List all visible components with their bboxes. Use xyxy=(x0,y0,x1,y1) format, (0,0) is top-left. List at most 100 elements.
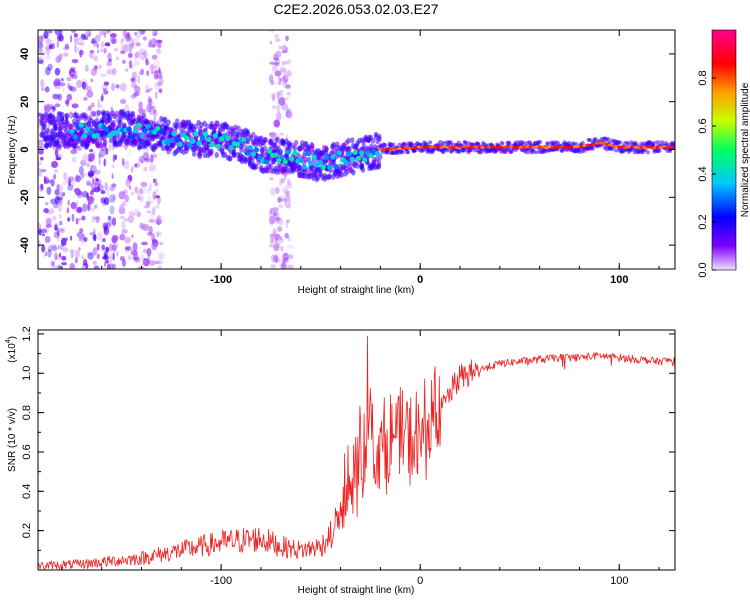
spectrogram-noise-blob xyxy=(100,190,106,195)
spectrogram-noise-blob xyxy=(113,47,118,52)
spectrogram-noise-blob xyxy=(270,80,275,86)
spectrogram-ridge-dot xyxy=(190,138,196,144)
spectrogram-halo xyxy=(214,152,219,159)
spectrogram-noise-blob xyxy=(133,207,139,214)
spectrogram-noise-blob xyxy=(71,58,79,64)
spectrogram-ridge-dot xyxy=(362,157,368,163)
spectrogram-noise-blob xyxy=(154,71,161,79)
spectrogram-ridge-dot xyxy=(152,129,158,135)
spectrogram-noise-blob xyxy=(94,66,98,70)
spectrogram-panel: -100 0 100 -40 -20 0 20 40 Height of straight l… xyxy=(7,29,676,296)
colorbar-tick-label: 0.2 xyxy=(697,214,709,229)
spectrogram-noise-blob xyxy=(75,217,82,221)
spectrogram-noise-blob xyxy=(59,220,63,226)
spectrogram-noise-blob xyxy=(130,192,135,196)
spectrogram-halo xyxy=(507,141,512,146)
spectrogram-noise-blob xyxy=(142,36,147,41)
spectrogram-noise-blob xyxy=(272,63,275,72)
spectrogram-noise-blob xyxy=(152,191,157,200)
spectrogram-noise-blob xyxy=(56,236,60,243)
spectrogram-ridge-dot xyxy=(397,147,403,150)
spectrogram-halo xyxy=(49,128,55,135)
spectrogram-ridge-dot xyxy=(78,122,84,128)
spectrogram-noise-blob xyxy=(97,99,100,109)
spectrogram-noise-blob xyxy=(97,181,100,189)
spectrogram-noise-blob xyxy=(112,234,119,242)
spectrogram-noise-blob xyxy=(286,219,291,223)
spectrogram-noise-blob xyxy=(115,84,120,89)
spectrogram-noise-blob xyxy=(85,30,89,36)
spectrogram-noise-blob xyxy=(104,259,109,264)
spectrogram-noise-blob xyxy=(55,157,62,161)
spectrogram-noise-blob xyxy=(50,209,55,215)
spectrogram-noise-blob xyxy=(46,186,52,196)
spectrogram-halo xyxy=(574,142,579,147)
spectrogram-noise-blob xyxy=(149,63,155,72)
spectrogram-noise-blob xyxy=(277,82,282,86)
spectrogram-halo xyxy=(427,140,433,145)
spectrogram-noise-blob xyxy=(106,262,111,269)
spectrogram-noise-blob xyxy=(109,186,116,192)
svg-text:(x104): (x104) xyxy=(5,336,18,363)
spectrogram-ridge-dot xyxy=(311,154,317,160)
spectrogram-noise-blob xyxy=(149,260,156,266)
spectrogram-halo xyxy=(198,149,203,156)
spectrogram-noise-blob xyxy=(98,103,103,109)
spectrogram-noise-blob xyxy=(56,55,61,63)
spectrogram-ridge-dot xyxy=(477,146,482,149)
spectrogram-noise-blob xyxy=(73,33,78,38)
spectrogram-noise-blob xyxy=(131,166,134,173)
spectrogram-noise-blob xyxy=(79,49,83,58)
spectrogram-noise-blob xyxy=(48,44,53,50)
spectrogram-noise-blob xyxy=(38,168,42,177)
spectrogram-halo xyxy=(509,149,514,154)
snr-y-tick-label: 1.0 xyxy=(21,366,33,381)
spectrogram-noise-blob xyxy=(38,222,42,231)
spectrogram-noise-blob xyxy=(150,154,154,164)
spectrogram-noise-blob xyxy=(67,183,74,191)
spectrogram-noise-blob xyxy=(143,166,148,172)
spectrogram-noise-blob xyxy=(269,236,274,245)
spectrogram-noise-blob xyxy=(139,52,146,61)
spectrogram-noise-blob xyxy=(152,206,156,216)
spectrogram-noise-blob xyxy=(275,111,282,121)
spectrogram-ridge-dot xyxy=(614,144,619,148)
spectrogram-noise-blob xyxy=(157,231,163,237)
spectrogram-halo xyxy=(268,163,273,170)
spectrogram-noise-blob xyxy=(88,49,94,59)
spectrogram-noise-blob xyxy=(43,51,47,56)
spectrogram-noise-blob xyxy=(111,217,117,226)
x-tick-label: 0 xyxy=(417,274,423,286)
colorbar-gradient xyxy=(711,29,737,271)
spectrogram-ridge-dot xyxy=(81,133,88,139)
spectrogram-noise-blob xyxy=(56,34,64,42)
spectrogram-noise-blob xyxy=(88,195,95,205)
spectrogram-noise-blob xyxy=(269,30,275,33)
spectrogram-noise-blob xyxy=(157,264,162,269)
spectrogram-halo xyxy=(64,123,69,130)
spectrogram-ridge-dot xyxy=(627,145,632,149)
spectrogram-halo xyxy=(230,129,236,136)
spectrogram-noise-blob xyxy=(271,207,279,212)
spectrogram-noise-blob xyxy=(83,96,88,101)
spectrogram-halo xyxy=(58,125,63,132)
spectrogram-noise-blob xyxy=(86,180,92,186)
spectrogram-ridge-dot xyxy=(250,151,256,157)
spectrogram-ridge-dot xyxy=(352,149,358,155)
spectrogram-noise-blob xyxy=(73,46,80,54)
spectrogram-noise-blob xyxy=(136,211,142,218)
spectrogram-noise-blob xyxy=(286,181,293,190)
spectrogram-noise-blob xyxy=(282,186,288,195)
spectrogram-noise-blob xyxy=(128,60,133,69)
spectrogram-noise-blob xyxy=(75,173,80,182)
spectrogram-noise-blob xyxy=(54,103,61,108)
spectrogram-noise-blob xyxy=(54,148,59,158)
spectrogram-halo xyxy=(83,115,88,122)
spectrogram-noise-blob xyxy=(134,32,137,36)
spectrogram-noise-blob xyxy=(121,30,125,37)
spectrogram-noise-blob xyxy=(278,45,282,50)
spectrogram-noise-blob xyxy=(146,186,151,196)
spectrogram-noise-blob xyxy=(124,37,132,43)
spectrogram-noise-blob xyxy=(81,265,87,269)
spectrogram-noise-blob xyxy=(47,63,53,71)
